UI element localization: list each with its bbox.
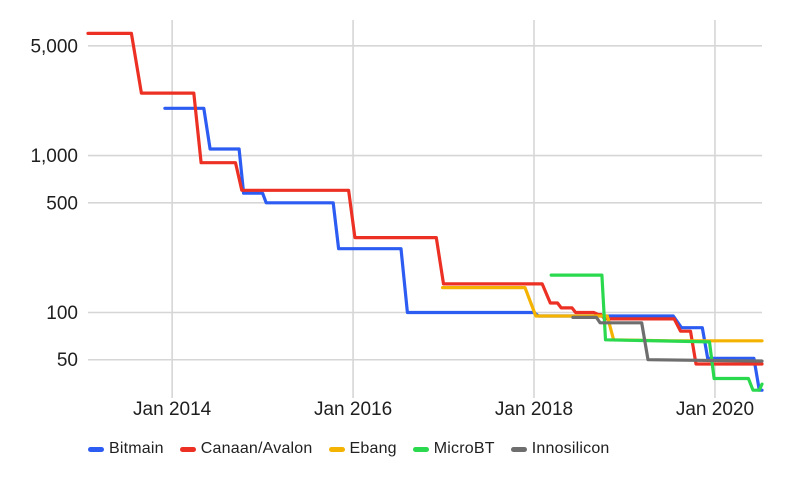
legend-label: Canaan/Avalon <box>200 440 313 457</box>
legend-dash-icon <box>88 446 104 452</box>
y-tick-label: 1,000 <box>30 146 78 167</box>
legend-label: Bitmain <box>109 440 164 457</box>
legend-label: Innosilicon <box>531 440 610 457</box>
legend-item-bitmain: Bitmain <box>88 440 164 458</box>
legend-dash-icon <box>328 446 345 452</box>
legend-dash-icon <box>510 446 527 452</box>
legend-dash-icon <box>412 446 429 452</box>
y-tick-label: 50 <box>57 350 78 371</box>
legend-item-innosilicon: Innosilicon <box>510 440 610 458</box>
legend-label: Ebang <box>349 440 397 457</box>
chart-legend: Bitmain Canaan/Avalon Ebang MicroBT Innosili… <box>88 440 610 458</box>
legend-label: MicroBT <box>433 440 495 457</box>
series-line-microbt <box>549 273 764 392</box>
legend-item-canaan-avalon: Canaan/Avalon <box>179 440 313 458</box>
legend-item-microbt: MicroBT <box>412 440 495 458</box>
series-line-bitmain <box>163 106 764 392</box>
legend-dash-icon <box>179 446 196 452</box>
x-tick-label: Jan 2016 <box>314 399 392 420</box>
series-line-canaan-avalon <box>86 31 764 366</box>
legend-item-ebang: Ebang <box>328 440 397 458</box>
y-tick-label: 500 <box>46 193 78 214</box>
y-tick-label: 5,000 <box>30 36 78 57</box>
series-line-innosilicon <box>571 315 764 363</box>
y-tick-label: 100 <box>46 303 78 324</box>
x-tick-label: Jan 2014 <box>133 399 212 420</box>
x-tick-label: Jan 2020 <box>676 399 754 420</box>
x-tick-label: Jan 2018 <box>495 399 573 420</box>
